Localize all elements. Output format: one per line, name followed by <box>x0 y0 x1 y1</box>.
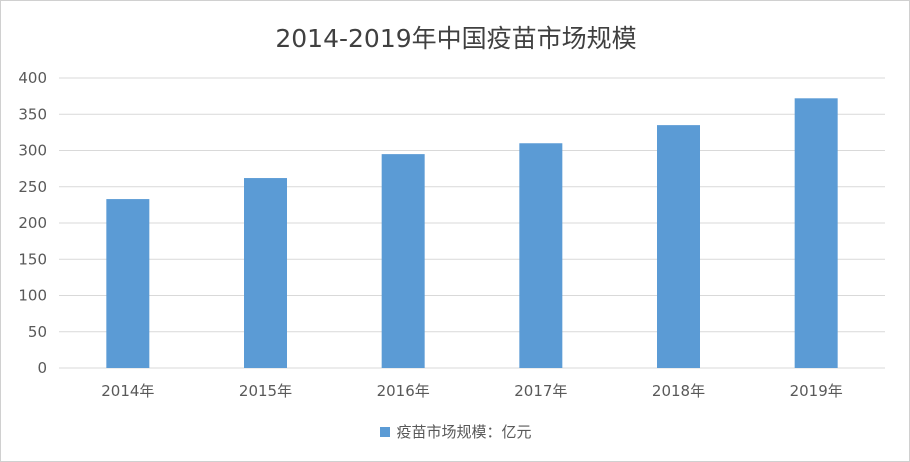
x-tick-label: 2019年 <box>790 382 843 400</box>
chart-title: 2014-2019年中国疫苗市场规模 <box>275 24 637 53</box>
y-tick-label: 350 <box>18 105 47 123</box>
y-tick-label: 150 <box>18 250 47 268</box>
y-tick-label: 250 <box>18 178 47 196</box>
bar-2015年 <box>244 178 287 368</box>
legend-label: 疫苗市场规模：亿元 <box>396 423 532 441</box>
y-tick-label: 0 <box>37 359 47 377</box>
x-tick-label: 2017年 <box>514 382 567 400</box>
bar-2019年 <box>794 98 838 369</box>
plot-area: 0 50 100 150 200 250 300 350 400 2014年 2015年 2016年… <box>18 69 885 400</box>
legend-swatch <box>380 426 391 437</box>
x-tick-label: 2015年 <box>239 382 292 400</box>
y-tick-label: 100 <box>18 287 47 305</box>
bar-2017年 <box>519 143 563 368</box>
bar-2014年 <box>106 199 150 368</box>
x-tick-label: 2016年 <box>377 382 430 400</box>
bar-2016年 <box>381 154 425 368</box>
y-tick-label: 400 <box>18 69 47 87</box>
y-tick-label: 300 <box>18 142 47 160</box>
y-tick-label: 200 <box>18 214 47 232</box>
legend: 疫苗市场规模：亿元 <box>1 421 910 442</box>
x-tick-label: 2014年 <box>101 382 154 400</box>
y-tick-label: 50 <box>28 323 47 341</box>
x-tick-label: 2018年 <box>652 382 705 400</box>
bar-2018年 <box>657 125 700 368</box>
